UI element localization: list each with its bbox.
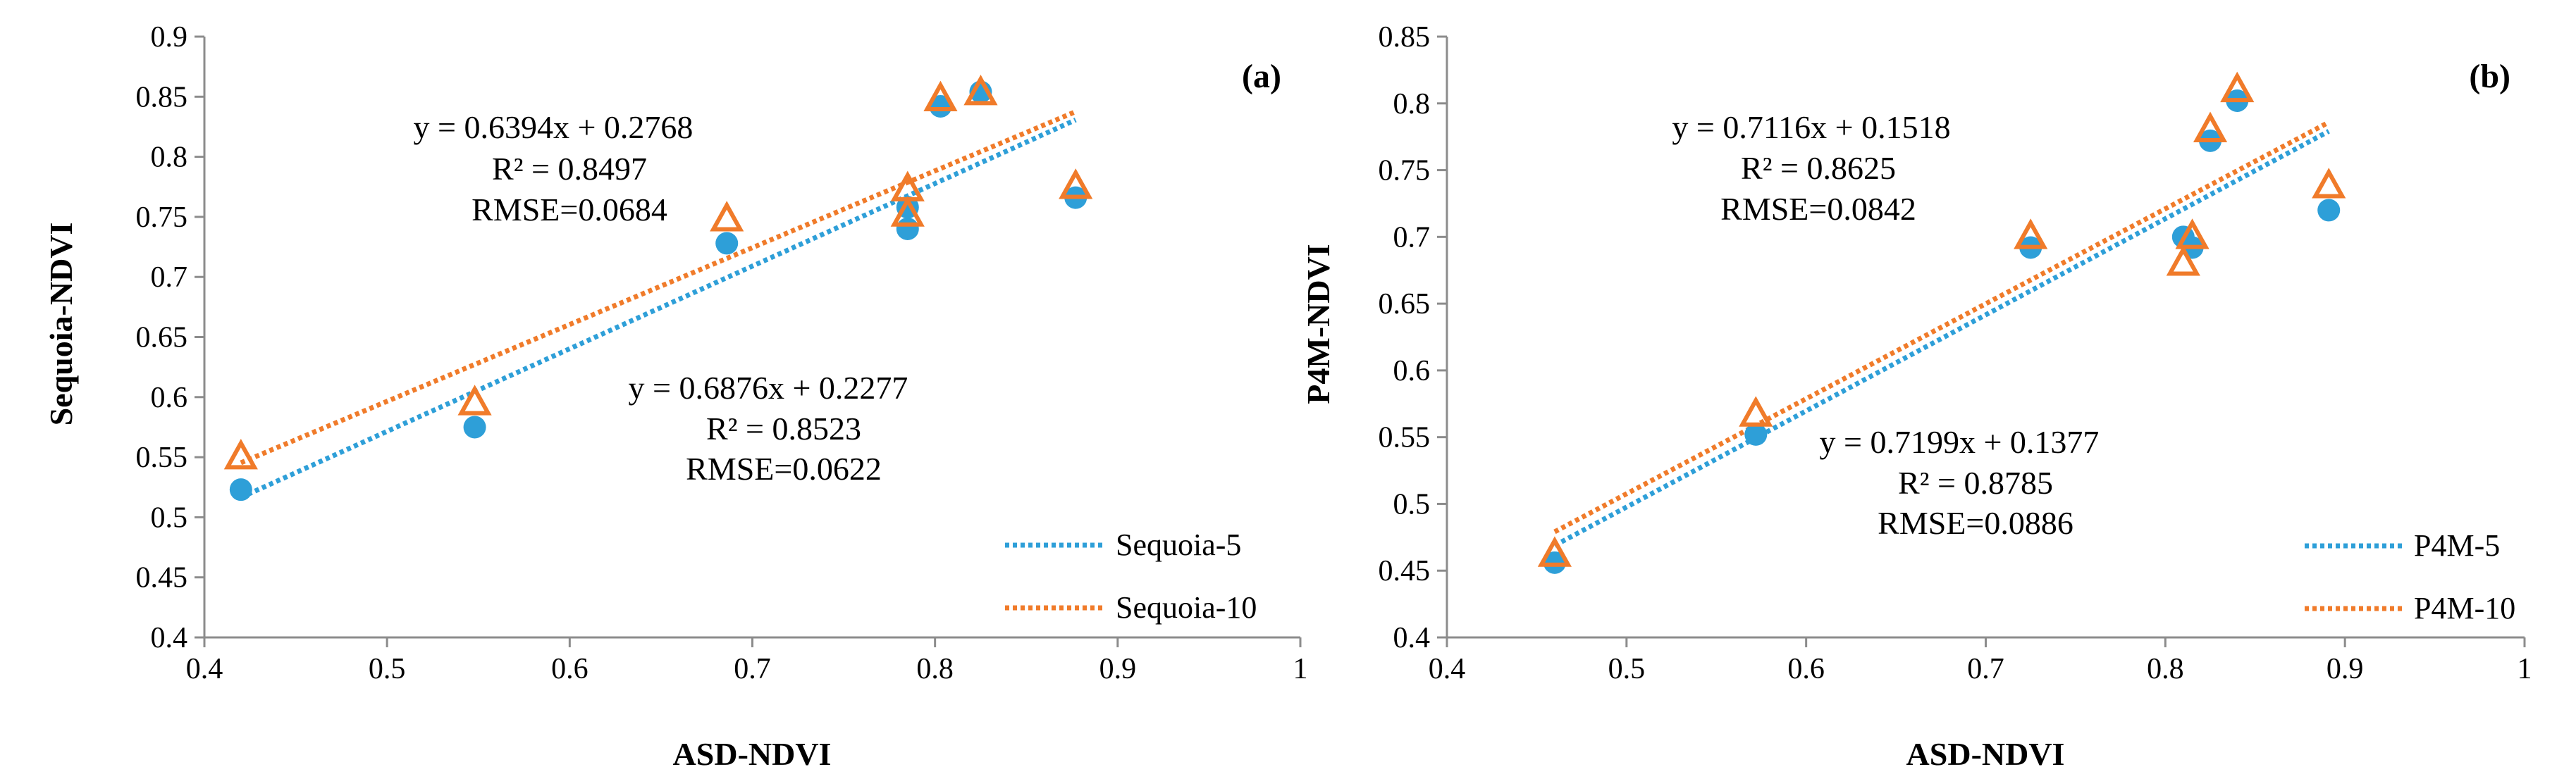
point-sequoia-5-1: [229, 478, 252, 501]
y-tick-label-0_85: 0.85: [1379, 21, 1431, 54]
panel-label-b: (b): [2469, 58, 2510, 95]
point-sequoia-10-2: [457, 385, 492, 416]
rmse-p4m-10: RMSE=0.0842: [1720, 191, 1916, 227]
x-tick-label-0_9: 0.9: [1099, 653, 1137, 685]
trendlines-b: [1553, 120, 2330, 548]
legend-a: Sequoia-5 Sequoia-10: [1005, 528, 1257, 625]
point-p4m-10-5: [2175, 218, 2210, 249]
rmse-sequoia-5: RMSE=0.0622: [686, 451, 882, 487]
points-a: [223, 75, 1093, 501]
y-tick-label-0_4: 0.4: [151, 622, 188, 654]
x-axis-title-a: ASD-NDVI: [673, 736, 832, 772]
x-tick-label-0_4: 0.4: [186, 653, 223, 685]
point-sequoia-5-3: [715, 232, 739, 255]
trendlines-a: [240, 109, 1077, 500]
y-axis-title-a: Sequoia-NDVI: [43, 223, 79, 426]
equation-p4m-5: y = 0.7199x + 0.1377: [1820, 424, 2100, 460]
x-tick-label-1: 1: [2518, 653, 2532, 685]
x-tick-label-0_9: 0.9: [2327, 653, 2364, 685]
y-tick-label-0_7: 0.7: [1393, 221, 1431, 254]
trendline-sequoia-5: [240, 117, 1077, 500]
x-tick-label-0_8: 0.8: [916, 653, 954, 685]
y-tick-label-0_6: 0.6: [151, 382, 188, 414]
y-tick-label-0_55: 0.55: [136, 442, 188, 474]
point-p4m-10-8: [2312, 168, 2346, 199]
point-p4m-5-8: [2317, 199, 2341, 222]
point-sequoia-10-4: [890, 196, 925, 227]
x-tick-label-0_5: 0.5: [1608, 653, 1646, 685]
y-axis-title-b: P4M-NDVI: [1300, 244, 1336, 404]
point-p4m-10-4: [2166, 245, 2200, 276]
x-tick-label-0_6: 0.6: [1787, 653, 1825, 685]
point-p4m-10-2: [1739, 396, 1773, 427]
legend-b: P4M-5 P4M-10: [2305, 528, 2515, 625]
r2-sequoia-10: R² = 0.8497: [492, 151, 647, 187]
x-tick-label-0_5: 0.5: [369, 653, 406, 685]
x-tick-label-1: 1: [1293, 653, 1308, 685]
point-p4m-5-2: [1744, 423, 1768, 446]
point-p4m-10-6: [2193, 111, 2228, 142]
point-sequoia-5-6: [929, 94, 952, 118]
y-tick-label-0_6: 0.6: [1393, 355, 1431, 387]
legend-label-p4m-10: P4M-10: [2414, 591, 2515, 625]
equation-sequoia-10: y = 0.6394x + 0.2768: [414, 109, 694, 145]
point-sequoia-10-8: [1059, 168, 1093, 199]
x-tick-label-0_7: 0.7: [734, 653, 771, 685]
r2-sequoia-5: R² = 0.8523: [706, 411, 861, 447]
x-tick-label-0_8: 0.8: [2147, 653, 2184, 685]
y-tick-label-0_45: 0.45: [136, 562, 188, 594]
rmse-p4m-5: RMSE=0.0886: [1878, 505, 2073, 541]
point-p4m-10-1: [1537, 536, 1572, 567]
y-tick-label-0_4: 0.4: [1393, 622, 1431, 654]
y-tick-label-0_7: 0.7: [151, 261, 188, 294]
point-sequoia-5-2: [463, 416, 486, 439]
y-tick-label-0_45: 0.45: [1379, 555, 1431, 587]
x-tick-label-0_6: 0.6: [551, 653, 588, 685]
point-p4m-10-7: [2220, 71, 2255, 103]
x-tick-label-0_4: 0.4: [1429, 653, 1466, 685]
point-sequoia-10-1: [223, 438, 258, 470]
r2-p4m-5: R² = 0.8785: [1898, 465, 2053, 501]
legend-label-sequoia-10: Sequoia-10: [1116, 590, 1257, 625]
point-p4m-10-3: [2014, 218, 2048, 249]
y-tick-label-0_75: 0.75: [136, 201, 188, 234]
trendline-p4m-5: [1553, 129, 2330, 548]
y-tick-label-0_65: 0.65: [136, 322, 188, 354]
ticks-b: 0.4 0.45 0.5 0.55 0.6 0.65 0.7 0.75 0.8 0.85 0.4 0.…: [1379, 21, 2532, 685]
trendline-sequoia-10: [240, 109, 1077, 466]
legend-label-sequoia-5: Sequoia-5: [1116, 528, 1241, 562]
trendline-p4m-10: [1553, 120, 2330, 535]
y-tick-label-0_75: 0.75: [1379, 155, 1431, 187]
y-tick-label-0_55: 0.55: [1379, 422, 1431, 454]
legend-label-p4m-5: P4M-5: [2414, 528, 2500, 563]
x-tick-label-0_7: 0.7: [1967, 653, 2004, 685]
y-tick-label-0_65: 0.65: [1379, 288, 1431, 320]
equation-sequoia-5: y = 0.6876x + 0.2277: [629, 370, 908, 406]
points-b: [1537, 71, 2346, 574]
y-tick-label-0_8: 0.8: [1393, 88, 1431, 120]
y-tick-label-0_8: 0.8: [151, 142, 188, 174]
point-sequoia-10-3: [710, 201, 744, 232]
equation-p4m-10: y = 0.7116x + 0.1518: [1672, 109, 1950, 145]
point-sequoia-10-5: [890, 170, 925, 201]
y-tick-label-0_85: 0.85: [136, 81, 188, 113]
y-tick-label-0_9: 0.9: [151, 21, 188, 54]
point-sequoia-10-6: [923, 80, 958, 111]
rmse-sequoia-10: RMSE=0.0684: [472, 192, 667, 228]
panel-label-a: (a): [1242, 58, 1281, 95]
ticks-a: 0.4 0.45 0.5 0.55 0.6 0.65 0.7 0.75 0.8 0.85 0.9 0.…: [136, 21, 1308, 685]
point-sequoia-10-7: [963, 75, 998, 106]
r2-p4m-10: R² = 0.8625: [1741, 150, 1896, 186]
chart-panel-a: 0.4 0.45 0.5 0.55 0.6 0.65 0.7 0.75 0.8 0.85 0.9 0.…: [43, 21, 1308, 772]
x-axis-title-b: ASD-NDVI: [1906, 736, 2065, 772]
point-sequoia-5-4: [896, 217, 919, 240]
y-tick-label-0_5: 0.5: [1393, 488, 1431, 521]
chart-panel-b: 0.4 0.45 0.5 0.55 0.6 0.65 0.7 0.75 0.8 0.85 0.4 0.…: [1300, 21, 2532, 772]
y-tick-label-0_5: 0.5: [151, 501, 188, 534]
